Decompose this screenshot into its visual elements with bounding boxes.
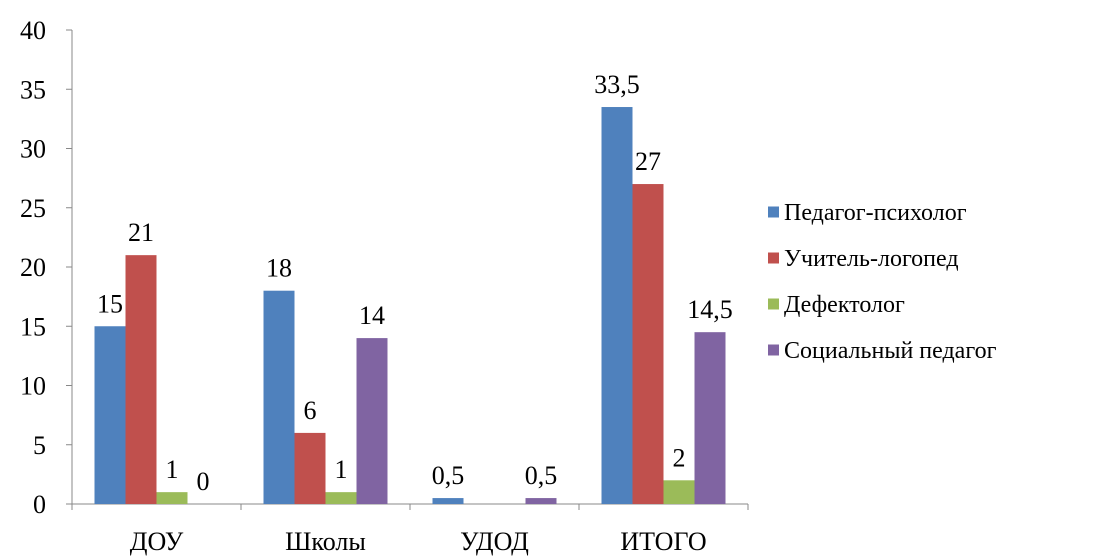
x-category-label: ДОУ [130,527,184,556]
bar [94,326,126,504]
x-category-label: ИТОГО [620,527,706,556]
data-labels: 15 18 0,5 33,5 21 6 27 1 1 2 0 14 0,5 14,5 [97,70,733,496]
bar [694,332,726,504]
legend-label: Дефектолог [784,292,905,318]
legend-swatch [768,206,779,218]
legend-swatch [768,252,779,264]
bar-value-label: 15 [97,289,123,318]
legend-label: Педагог-психолог [784,200,967,226]
bar [525,498,557,504]
bar-value-label: 21 [128,218,154,247]
bar [632,184,664,505]
y-tick-label: 40 [20,16,46,45]
legend-item: Учитель-логопед [768,246,959,272]
bar-value-label: 0,5 [432,461,465,490]
y-tick-label: 20 [20,253,46,282]
y-axis: 0 5 10 15 20 25 30 35 40 [20,16,73,519]
legend-item: Педагог-психолог [768,200,967,226]
legend-item: Дефектолог [768,292,905,318]
x-axis: ДОУ Школы УДОД ИТОГО [71,503,749,556]
legend: Педагог-психолог Учитель-логопед Дефектоло… [768,200,997,364]
y-tick-label: 0 [33,490,46,519]
bar-value-label: 6 [304,396,317,425]
bar-value-label: 0 [197,467,210,496]
bar-value-label: 14 [359,301,385,330]
bar-value-label: 33,5 [594,70,640,99]
bar-value-label: 14,5 [687,295,733,324]
bar [356,338,388,504]
bar-value-label: 1 [166,455,179,484]
legend-item: Социальный педагог [768,338,997,364]
bars [94,107,726,505]
bar [294,432,326,504]
y-tick-label: 25 [20,194,46,223]
x-category-label: УДОД [460,527,529,556]
legend-swatch [768,298,779,310]
bar-value-label: 0,5 [525,461,558,490]
y-tick-label: 35 [20,75,46,104]
y-tick-label: 10 [20,372,46,401]
bar-value-label: 18 [266,254,292,283]
bar [601,107,633,505]
y-tick-label: 30 [20,135,46,164]
bar-value-label: 1 [335,455,348,484]
bar [156,492,188,504]
legend-label: Учитель-логопед [784,246,959,272]
bar [432,498,464,504]
bar [663,480,695,504]
bar-value-label: 2 [673,443,686,472]
y-tick-label: 5 [33,431,46,460]
bar [263,290,295,504]
legend-swatch [768,344,779,356]
bar [325,492,357,504]
bar-value-label: 27 [635,147,661,176]
y-tick-label: 15 [20,312,46,341]
legend-label: Социальный педагог [784,338,997,364]
x-category-label: Школы [285,527,366,556]
bar [125,255,157,504]
